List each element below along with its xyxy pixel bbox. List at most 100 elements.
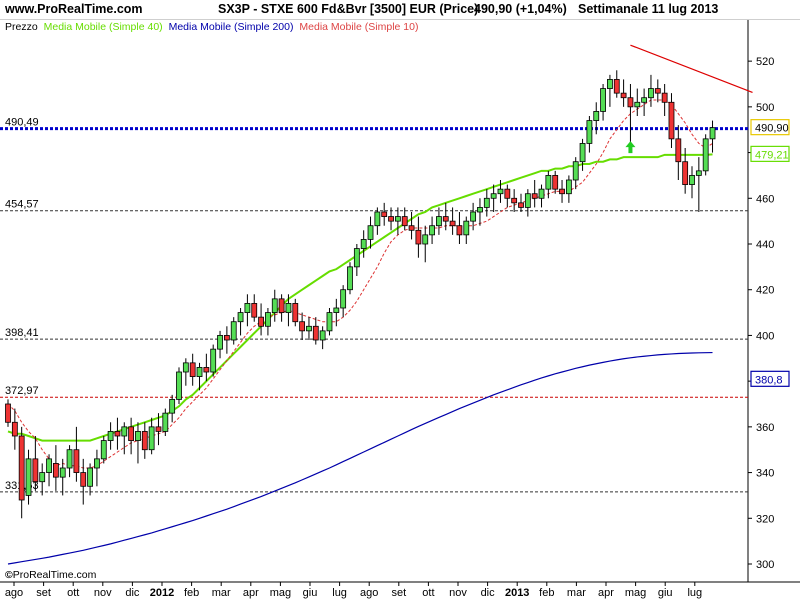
price-tag-box (750, 145, 790, 162)
candle-body (306, 325, 312, 332)
candle-body (572, 161, 579, 181)
candle-body (285, 303, 292, 313)
candle-body (559, 188, 565, 195)
y-tick-label: 440 (756, 239, 774, 251)
candle-body (11, 421, 18, 437)
candle-body (299, 321, 306, 332)
candle-body (18, 435, 25, 501)
candle-body (394, 216, 401, 222)
candle-body (107, 431, 114, 441)
x-tick-label: lug (687, 587, 702, 599)
candle-body (634, 101, 641, 108)
price-tag-box (750, 119, 790, 136)
x-tick-label: lug (332, 587, 347, 599)
candle-body (675, 138, 682, 163)
candle-body (271, 298, 278, 313)
candle-body (709, 127, 716, 140)
candle-body (641, 97, 648, 103)
level-label: 490,49 (5, 117, 39, 129)
candle-body (46, 458, 52, 473)
candle-body (497, 188, 504, 195)
buy-arrow-icon (625, 141, 636, 154)
candle-body (251, 303, 258, 318)
candle-body (620, 92, 627, 99)
y-tick-label: 340 (756, 468, 774, 480)
price-tag-label: 490,90 (755, 123, 789, 135)
x-tick-label: apr (598, 587, 614, 599)
sma10-line (7, 99, 713, 469)
y-tick-label: 300 (756, 559, 774, 571)
candle-body (531, 193, 538, 199)
x-tick-label: apr (243, 587, 259, 599)
chart-header: www.ProRealTime.com SX3P - STXE 600 Fd&B… (0, 0, 800, 20)
candle-body (176, 371, 182, 400)
x-tick-label: mar (212, 587, 231, 599)
candle-body (155, 426, 162, 432)
candle-body (401, 216, 408, 227)
candle-body (695, 170, 702, 176)
legend-ma200: Media Mobile (Simple 200) (168, 21, 294, 33)
candle-body (217, 335, 223, 350)
candle-body (565, 179, 572, 195)
trend-line (630, 44, 753, 93)
x-tick-label: nov (449, 587, 467, 599)
candle-body (162, 412, 169, 432)
candle-body (367, 225, 374, 240)
x-tick-label: feb (539, 587, 554, 599)
x-tick-label: mar (567, 587, 586, 599)
x-tick-label: ott (422, 587, 434, 599)
candle-body (593, 111, 600, 121)
candle-body (388, 216, 394, 222)
candle-body (312, 325, 319, 341)
candle-body (210, 348, 217, 373)
candle-body (524, 193, 531, 208)
y-tick-label: 320 (756, 513, 774, 525)
candle-body (518, 202, 524, 208)
candle-body (436, 216, 442, 227)
level-label: 454,57 (5, 199, 39, 211)
candle-body (490, 193, 497, 199)
candle-body (25, 458, 32, 496)
candle-body (456, 225, 463, 236)
chart-legend: Prezzo Media Mobile (Simple 40) Media Mo… (5, 21, 421, 33)
x-tick-label: 2012 (150, 587, 174, 599)
candle-body (66, 449, 73, 469)
candle-body (333, 307, 340, 313)
candle-body (223, 335, 230, 341)
candle-body (470, 211, 477, 222)
candle-body (203, 367, 210, 373)
level-label: 372,97 (5, 385, 39, 397)
candle-body (326, 312, 333, 332)
candle-body (463, 220, 470, 236)
level-label: 398,41 (5, 327, 39, 339)
candle-body (94, 458, 100, 469)
candle-body (244, 303, 251, 313)
candle-body (449, 220, 456, 227)
x-tick-label: dic (481, 587, 496, 599)
candle-body (408, 225, 415, 231)
price-tag-label: 479,21 (755, 149, 789, 161)
x-tick-label: ott (67, 587, 79, 599)
candle-body (73, 449, 80, 473)
candle-body (689, 175, 695, 185)
candle-body (613, 79, 620, 94)
x-tick-label: giu (303, 587, 318, 599)
y-tick-label: 420 (756, 285, 774, 297)
candle-body (627, 97, 634, 108)
candle-body (141, 431, 148, 451)
x-tick-label: feb (184, 587, 199, 599)
candle-body (648, 88, 654, 99)
candle-body (114, 431, 121, 437)
candle-body (265, 312, 271, 327)
y-tick-label: 460 (756, 193, 774, 205)
y-tick-label: 400 (756, 330, 774, 342)
candle-body (87, 467, 93, 487)
x-tick-label: set (36, 587, 51, 599)
candle-body (148, 426, 155, 451)
candle-body (319, 330, 326, 341)
candle-body (654, 88, 661, 94)
candle-body (278, 298, 285, 313)
candle-body (230, 321, 237, 341)
copyright-note: ©ProRealTime.com (5, 569, 96, 581)
